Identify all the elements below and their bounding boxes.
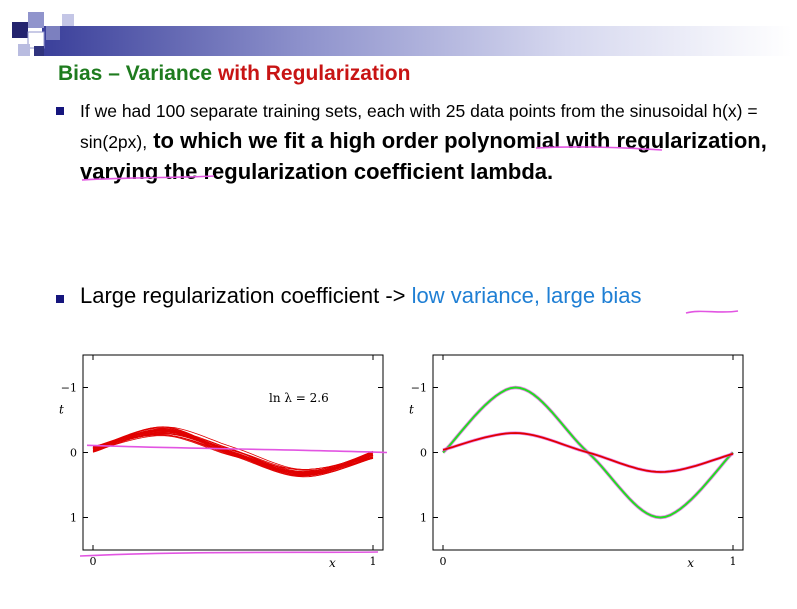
- slide-title: Bias – Variance with Regularization: [58, 62, 410, 86]
- x-axis-label: x: [687, 556, 694, 570]
- plot-left-svg: −1 0 1 0 1 x t ln λ = 2.6: [59, 354, 388, 570]
- plot-right-svg: −1 0 1 0 1 x t: [409, 354, 744, 570]
- bullet-square-1: [56, 107, 64, 115]
- pen-underline-bias: [685, 310, 739, 314]
- header-squares-logo: [12, 12, 74, 56]
- lambda-annotation: ln λ = 2.6: [269, 391, 329, 405]
- header-band: [42, 26, 792, 56]
- pen-annotation-left: [86, 444, 388, 454]
- title-part-green: Bias – Variance: [58, 62, 213, 85]
- y-tick-label: 0: [420, 447, 427, 460]
- bullet-2-text: Large regularization coefficient -> low …: [80, 283, 642, 309]
- fit-curve-band: [92, 429, 374, 475]
- x-tick-label: 1: [370, 555, 377, 568]
- plot-right: −1 0 1 0 1 x t: [405, 335, 755, 580]
- plot-left: −1 0 1 0 1 x t ln λ = 2.6: [55, 335, 400, 580]
- x-tick-label: 0: [440, 555, 447, 568]
- x-axis-label: x: [329, 556, 336, 570]
- y-axis-label: t: [59, 403, 64, 417]
- bullet-2-blue: low variance, large bias: [411, 283, 642, 308]
- bullet-1-normal: If we had 100 separate training sets, ea…: [80, 101, 758, 152]
- average-fit-curve: [442, 432, 734, 473]
- bullet-1-bold: to which we fit a high order polynomial …: [80, 128, 767, 184]
- fit-curve: [92, 432, 374, 473]
- title-part-red: with Regularization: [212, 62, 411, 85]
- x-tick-label: 1: [730, 555, 737, 568]
- y-axis-label: t: [409, 403, 414, 417]
- bullet-2-normal: Large regularization coefficient ->: [80, 283, 412, 308]
- bullet-square-2: [56, 295, 64, 303]
- y-tick-label: −1: [61, 382, 77, 395]
- y-tick-label: −1: [411, 382, 427, 395]
- bullet-1-text: If we had 100 separate training sets, ea…: [80, 96, 770, 188]
- y-tick-label: 1: [420, 512, 427, 525]
- x-tick-label: 0: [90, 555, 97, 568]
- y-tick-label: 1: [70, 512, 77, 525]
- y-tick-label: 0: [70, 447, 77, 460]
